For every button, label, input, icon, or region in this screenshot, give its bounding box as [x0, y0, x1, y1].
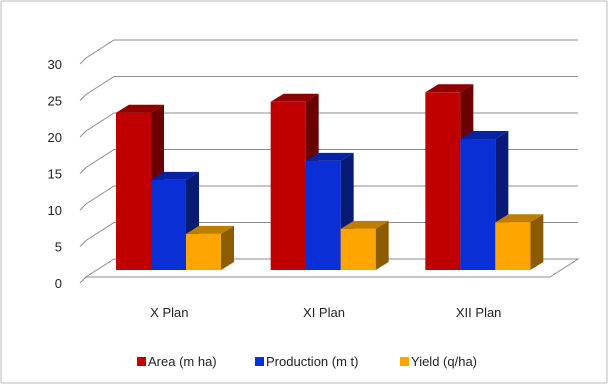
y-tick-mark [79, 203, 87, 211]
bar-side-face [221, 225, 234, 270]
plot-floor [84, 258, 580, 278]
bar-top-face [305, 152, 354, 161]
bar-side-face [530, 214, 544, 270]
bar-top-face [186, 225, 234, 234]
y-axis-ticks: 0 5 10 15 20 25 30 [48, 57, 87, 291]
bar-top-face [460, 131, 509, 140]
y-tick-mark [79, 94, 87, 101]
bars [116, 84, 544, 270]
bar-front-face [425, 92, 461, 270]
bar-front-face [495, 222, 531, 270]
bar-top-face [425, 84, 474, 93]
bar-yield-q-ha-xi-plan [340, 220, 389, 270]
y-tick-mark [79, 57, 87, 65]
y-tick-mark [79, 130, 87, 138]
y-tick-label: 10 [48, 203, 62, 218]
bar-front-face [186, 233, 221, 270]
legend-label: Yield (q/ha) [411, 354, 477, 369]
y-tick-label: 25 [48, 94, 62, 109]
gridline [85, 76, 578, 95]
gridline [85, 112, 578, 132]
bar-front-face [460, 139, 496, 270]
legend-swatch [255, 357, 264, 366]
gridline [85, 222, 578, 241]
legend-label: Production (m t) [266, 354, 358, 369]
bar-front-face [151, 179, 186, 270]
y-tick-label: 5 [55, 240, 62, 255]
legend-item-production-m-t: Production (m t) [255, 354, 358, 369]
legend-item-yield-q-ha: Yield (q/ha) [400, 354, 477, 369]
legend-swatch [137, 357, 146, 366]
y-tick-label: 30 [48, 57, 62, 72]
legend: Area (m ha) Production (m t) Yield (q/ha) [137, 354, 477, 369]
x-tick-label: XI Plan [303, 305, 345, 320]
bar-top-face [151, 171, 199, 180]
plot-walls [84, 258, 580, 278]
y-tick-mark [79, 276, 87, 284]
bar-yield-q-ha-xii-plan [495, 214, 544, 270]
bar-front-face [270, 101, 306, 270]
legend-label: Area (m ha) [148, 354, 217, 369]
y-tick-label: 15 [48, 167, 62, 182]
bar-front-face [116, 112, 151, 270]
legend-item-area-m-ha: Area (m ha) [137, 354, 217, 369]
bar-side-face [375, 220, 389, 270]
x-tick-label: XII Plan [456, 305, 502, 320]
bar-yield-q-ha-x-plan [186, 225, 234, 270]
bar-top-face [116, 104, 164, 113]
bar-top-face [340, 220, 389, 229]
legend-swatch [400, 357, 409, 366]
x-tick-label: X Plan [150, 305, 188, 320]
bar-top-face [495, 214, 544, 223]
y-tick-label: 0 [55, 276, 62, 291]
gridline [85, 185, 578, 205]
bar-front-face [305, 160, 341, 270]
gridlines [85, 39, 578, 241]
bar-front-face [340, 228, 376, 270]
gridline [85, 39, 578, 59]
y-tick-mark [79, 167, 87, 174]
gridline [85, 149, 578, 168]
y-tick-mark [79, 240, 87, 247]
y-tick-label: 20 [48, 130, 62, 145]
bar-top-face [270, 93, 319, 102]
x-axis-labels: X Plan XI Plan XII Plan [150, 305, 501, 320]
